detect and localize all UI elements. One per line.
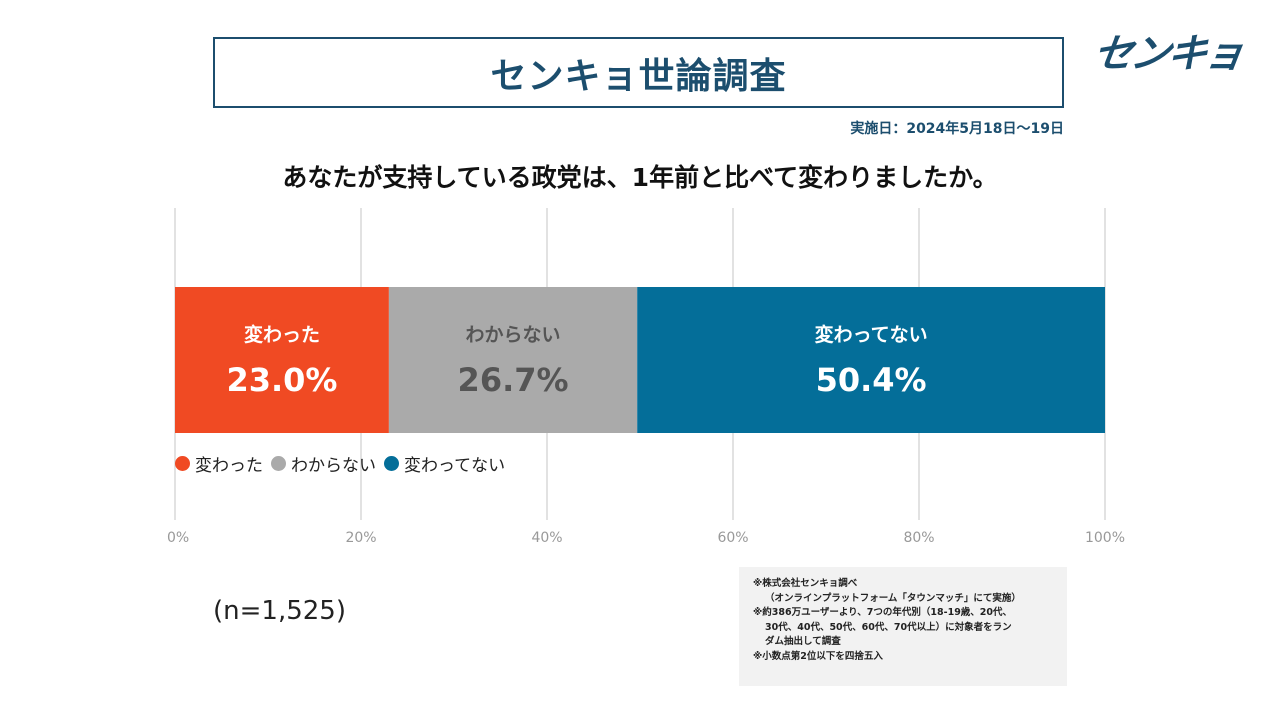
survey-question: あなたが支持している政党は、1年前と比べて変わりましたか。 (282, 163, 998, 192)
data-label: 26.7% (458, 361, 569, 399)
legend-dot-unknown (271, 456, 286, 471)
legend-dot-changed (175, 456, 190, 471)
x-tick-label: 80% (903, 530, 934, 546)
stacked-bar-chart: 0% 20% 40% 60% 80% 100% 変わった 23.0% わからない 26.7% 変わっ… (167, 208, 1125, 546)
segment-name-label: 変わった (244, 323, 320, 346)
note-line: ※株式会社センキョ調べ (753, 578, 858, 589)
bar-segment (637, 287, 1105, 433)
bar-segment (175, 287, 389, 433)
note-line: 30代、40代、50代、60代、70代以上）に対象者をラン (765, 621, 1012, 633)
page-title: センキョ世論調査 (490, 55, 787, 97)
legend-label-unchanged: 変わってない (404, 456, 506, 476)
segment-name-label: 変わってない (815, 323, 928, 346)
bar-segment (388, 287, 638, 433)
title-box: センキョ世論調査 (213, 37, 1064, 108)
sample-size: (n=1,525) (213, 596, 346, 626)
note-line: （オンラインプラットフォーム「タウンマッチ」にて実施） (765, 592, 1021, 604)
note-line: ダム抽出して調査 (765, 636, 841, 647)
legend-label-changed: 変わった (195, 456, 263, 476)
chart-legend: 変わった わからない 変わってない (175, 451, 505, 476)
data-label: 23.0% (226, 361, 337, 399)
segment-name-label: わからない (466, 324, 561, 346)
legend-item-unchanged: 変わってない (384, 451, 505, 476)
x-tick-label: 100% (1085, 530, 1125, 546)
x-tick-label: 40% (531, 530, 562, 546)
x-tick-label: 60% (717, 530, 748, 546)
note-line: ※約386万ユーザーより、7つの年代別（18-19歳、20代、 (753, 607, 1013, 618)
note-line: ※小数点第2位以下を四捨五入 (753, 650, 883, 662)
x-tick-label: 20% (345, 530, 376, 546)
legend-dot-unchanged (384, 456, 399, 471)
legend-item-unknown: わからない (271, 451, 376, 476)
data-label: 50.4% (816, 361, 927, 399)
x-tick-label: 0% (167, 530, 189, 546)
legend-label-unknown: わからない (291, 456, 376, 476)
legend-item-changed: 変わった (175, 451, 263, 476)
survey-date: 実施日：2024年5月18日～19日 (850, 121, 1064, 137)
notes-box: ※株式会社センキョ調べ （オンラインプラットフォーム「タウンマッチ」にて実施） … (739, 567, 1067, 686)
